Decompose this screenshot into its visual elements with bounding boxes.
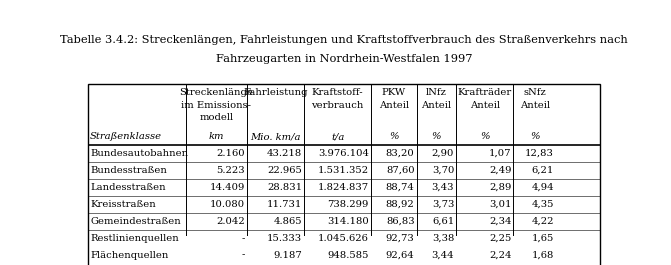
Text: 14.409: 14.409 <box>210 183 245 192</box>
Text: 92,64: 92,64 <box>386 251 415 260</box>
Text: t/a: t/a <box>331 132 344 141</box>
Text: Landesstraßen: Landesstraßen <box>90 183 166 192</box>
Text: 1.824.837: 1.824.837 <box>318 183 369 192</box>
Text: Kreisstraßen: Kreisstraßen <box>90 200 156 209</box>
Text: Anteil: Anteil <box>519 100 550 109</box>
Text: 2.160: 2.160 <box>217 149 245 158</box>
Text: Streckenlänge: Streckenlänge <box>180 88 254 97</box>
Text: PKW: PKW <box>382 88 406 97</box>
Text: 1,07: 1,07 <box>489 149 511 158</box>
Text: 6,21: 6,21 <box>531 166 554 175</box>
Text: 86,83: 86,83 <box>386 217 415 226</box>
Text: 88,74: 88,74 <box>386 183 415 192</box>
Text: 3,44: 3,44 <box>431 251 454 260</box>
Text: Anteil: Anteil <box>378 100 409 109</box>
Text: 738.299: 738.299 <box>327 200 369 209</box>
Text: Restlinienquellen: Restlinienquellen <box>90 234 179 243</box>
Text: 87,60: 87,60 <box>386 166 415 175</box>
Text: 3,73: 3,73 <box>431 200 454 209</box>
Text: sNfz: sNfz <box>523 88 546 97</box>
Text: 1.045.626: 1.045.626 <box>318 234 369 243</box>
Text: 15.333: 15.333 <box>267 234 302 243</box>
Text: lNfz: lNfz <box>426 88 447 97</box>
Text: 1.531.352: 1.531.352 <box>318 166 369 175</box>
Text: %: % <box>530 132 539 141</box>
Text: 2,49: 2,49 <box>489 166 511 175</box>
Text: 4.865: 4.865 <box>274 217 302 226</box>
Text: 22.965: 22.965 <box>268 166 302 175</box>
Text: 11.731: 11.731 <box>267 200 302 209</box>
Text: 88,92: 88,92 <box>386 200 415 209</box>
Text: Kraftstoff-: Kraftstoff- <box>312 88 364 97</box>
Text: Fahrleistung: Fahrleistung <box>244 88 308 97</box>
Text: 2,34: 2,34 <box>489 217 511 226</box>
Text: -: - <box>242 251 245 260</box>
Text: %: % <box>389 132 399 141</box>
Text: 43.218: 43.218 <box>267 149 302 158</box>
Text: 1,68: 1,68 <box>531 251 554 260</box>
Text: km: km <box>209 132 224 141</box>
Text: 1,65: 1,65 <box>531 234 554 243</box>
Text: 2,25: 2,25 <box>489 234 511 243</box>
Text: Gemeindestraßen: Gemeindestraßen <box>90 217 181 226</box>
Text: Anteil: Anteil <box>470 100 500 109</box>
Text: -: - <box>242 234 245 243</box>
Text: verbrauch: verbrauch <box>311 100 364 109</box>
Text: 3,01: 3,01 <box>489 200 511 209</box>
Text: 3,43: 3,43 <box>431 183 454 192</box>
Text: Mio. km/a: Mio. km/a <box>250 132 301 141</box>
Text: im Emissions-: im Emissions- <box>181 100 252 109</box>
Text: 3,38: 3,38 <box>431 234 454 243</box>
Text: 12,83: 12,83 <box>525 149 554 158</box>
Text: 948.585: 948.585 <box>327 251 369 260</box>
Text: modell: modell <box>199 113 234 122</box>
Text: Bundesstraßen: Bundesstraßen <box>90 166 167 175</box>
Text: 3.976.104: 3.976.104 <box>318 149 369 158</box>
Text: 9.187: 9.187 <box>274 251 302 260</box>
Text: 83,20: 83,20 <box>386 149 415 158</box>
Text: 2,89: 2,89 <box>489 183 511 192</box>
Text: Anteil: Anteil <box>421 100 452 109</box>
Text: 314.180: 314.180 <box>327 217 369 226</box>
Text: Straßenklasse: Straßenklasse <box>90 132 162 141</box>
Text: %: % <box>480 132 490 141</box>
Text: 4,94: 4,94 <box>531 183 554 192</box>
Text: 2,24: 2,24 <box>489 251 511 260</box>
Text: 3,70: 3,70 <box>431 166 454 175</box>
Text: Krafträder: Krafträder <box>458 88 512 97</box>
Text: 4,22: 4,22 <box>531 217 554 226</box>
Text: 10.080: 10.080 <box>210 200 245 209</box>
Text: 6,61: 6,61 <box>432 217 454 226</box>
Text: 28.831: 28.831 <box>267 183 302 192</box>
Text: 4,35: 4,35 <box>531 200 554 209</box>
Text: 5.223: 5.223 <box>217 166 245 175</box>
Text: 2.042: 2.042 <box>216 217 245 226</box>
Text: Fahrzeugarten in Nordrhein-Westfalen 1997: Fahrzeugarten in Nordrhein-Westfalen 199… <box>215 54 472 64</box>
Text: Flächenquellen: Flächenquellen <box>90 251 168 260</box>
Text: %: % <box>431 132 442 141</box>
Text: 92,73: 92,73 <box>386 234 415 243</box>
Text: Tabelle 3.4.2: Streckenlängen, Fahrleistungen und Kraftstoffverbrauch des Straße: Tabelle 3.4.2: Streckenlängen, Fahrleist… <box>60 35 628 45</box>
Text: Bundesautobahnen: Bundesautobahnen <box>90 149 189 158</box>
Text: 2,90: 2,90 <box>431 149 454 158</box>
